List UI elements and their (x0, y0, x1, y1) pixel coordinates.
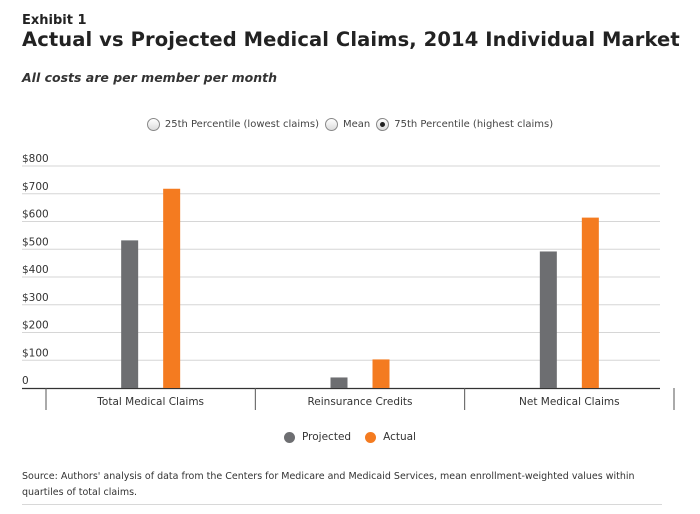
percentile-selector: 25th Percentile (lowest claims) Mean 75t… (0, 114, 700, 134)
chart-title: Actual vs Projected Medical Claims, 2014… (22, 28, 680, 51)
y-tick-label: $700 (22, 181, 49, 193)
chart-subtitle: All costs are per member per month (22, 70, 277, 85)
y-tick-label: 0 (22, 375, 29, 387)
bar-projected-reinsurance-credits (330, 377, 348, 388)
y-tick-label: $200 (22, 320, 49, 332)
bar-actual-net-medical-claims (581, 217, 599, 388)
y-tick-label: $800 (22, 153, 49, 165)
legend-swatch-projected (284, 431, 296, 443)
bottom-divider (22, 504, 662, 505)
legend-swatch-actual (365, 431, 377, 443)
radio-selected-icon (376, 117, 390, 131)
y-tick-label: $100 (22, 347, 49, 359)
exhibit-label: Exhibit 1 (22, 13, 87, 28)
bar-actual-reinsurance-credits (372, 359, 390, 388)
legend-item-actual[interactable]: Actual (365, 431, 416, 443)
y-tick-label: $600 (22, 209, 49, 221)
radio-label: Mean (343, 118, 371, 130)
y-tick-label: $400 (22, 264, 49, 276)
radio-circle-icon (325, 117, 338, 131)
bar-actual-total-medical-claims (163, 188, 181, 388)
chart-legend: Projected Actual (0, 431, 700, 443)
radio-mean[interactable]: Mean (325, 117, 371, 131)
category-label: Total Medical Claims (96, 396, 204, 408)
legend-label: Projected (302, 431, 352, 443)
y-tick-label: $300 (22, 292, 49, 304)
bar-chart: 0 $100 $200 $300 $400 $500 $600 $700 $800 Total M… (22, 153, 675, 410)
y-tick-label: $500 (22, 236, 49, 248)
bar-projected-net-medical-claims (539, 251, 557, 388)
radio-circle-icon (146, 117, 160, 131)
radio-label: 25th Percentile (lowest claims) (164, 118, 319, 130)
category-label: Reinsurance Credits (307, 396, 412, 408)
source-note: Source: Authors' analysis of data from t… (22, 471, 635, 498)
bar-projected-total-medical-claims (121, 240, 139, 388)
radio-75th-percentile[interactable]: 75th Percentile (highest claims) (376, 117, 554, 131)
radio-label: 75th Percentile (highest claims) (394, 118, 554, 130)
radio-25th-percentile[interactable]: 25th Percentile (lowest claims) (146, 117, 319, 131)
legend-item-projected[interactable]: Projected (284, 431, 351, 443)
category-label: Net Medical Claims (519, 396, 620, 408)
legend-label: Actual (383, 431, 416, 443)
